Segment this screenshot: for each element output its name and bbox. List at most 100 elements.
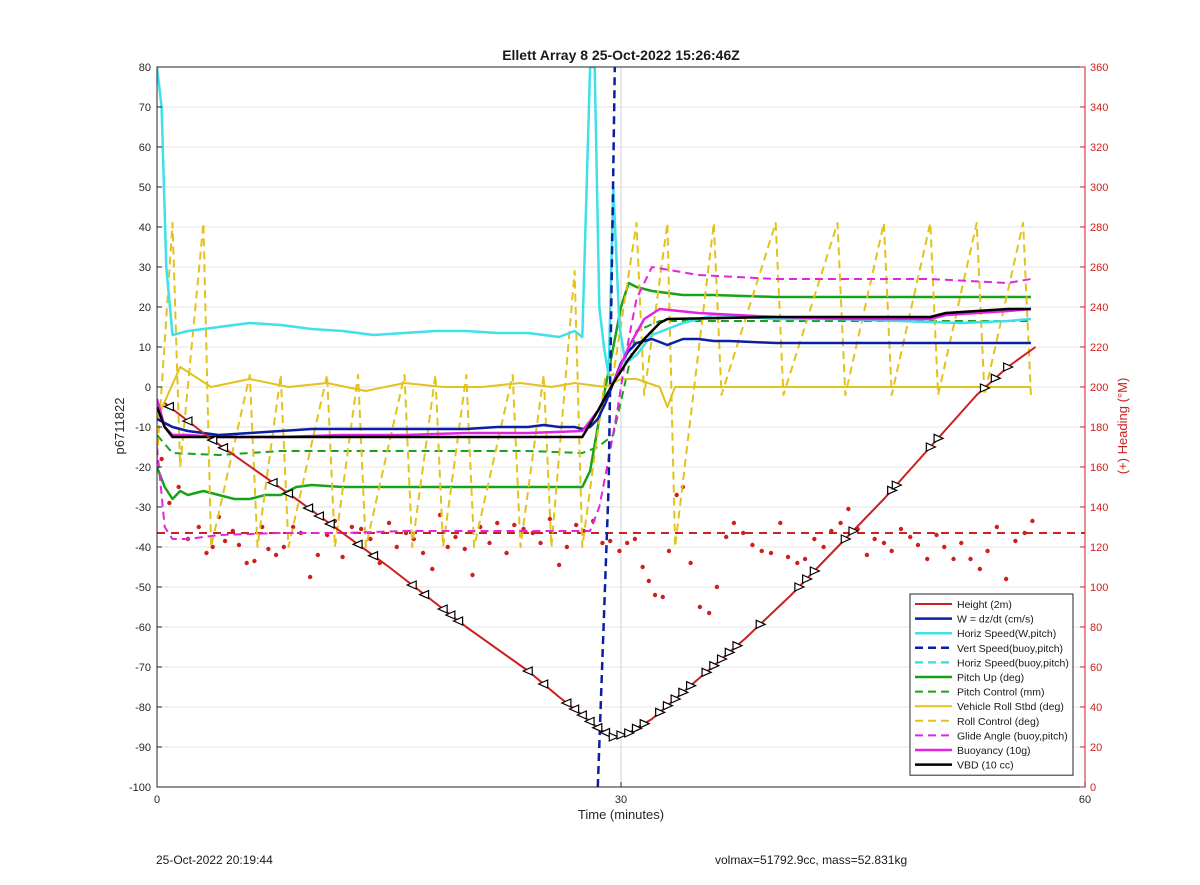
heading-point xyxy=(688,560,693,566)
y-tick-label: -40 xyxy=(135,542,151,554)
y2-tick-label: 60 xyxy=(1090,662,1102,674)
heading-point xyxy=(176,484,181,490)
heading-point xyxy=(504,550,509,556)
series-line-11 xyxy=(157,307,1031,439)
heading-point xyxy=(512,522,517,528)
heading-point xyxy=(846,506,851,512)
heading-point xyxy=(740,530,746,536)
y-tick-label: 10 xyxy=(139,342,151,354)
heading-point xyxy=(273,552,279,558)
height-marker xyxy=(302,503,314,513)
y2-tick-label: 220 xyxy=(1090,342,1108,354)
height-marker xyxy=(840,534,852,544)
x-tick-label: 30 xyxy=(615,794,627,806)
y2-tick-label: 20 xyxy=(1090,742,1102,754)
series-line-7 xyxy=(157,366,1031,420)
heading-point xyxy=(470,572,475,578)
height-marker xyxy=(583,716,595,727)
height-marker xyxy=(732,640,744,651)
series-line-9 xyxy=(157,266,1032,540)
legend-entry: Roll Control (deg) xyxy=(957,716,1039,728)
heading-point xyxy=(723,534,729,540)
heading-point xyxy=(977,566,983,572)
heading-point xyxy=(942,544,947,550)
heading-point xyxy=(462,546,467,552)
heading-point xyxy=(430,566,435,572)
heading-point xyxy=(600,540,605,546)
legend-box xyxy=(909,593,1074,776)
height-marker xyxy=(418,589,430,600)
heading-point xyxy=(1022,530,1027,536)
heading-point xyxy=(652,592,658,598)
height-marker xyxy=(794,582,806,592)
heading-point xyxy=(244,560,249,566)
y2-tick-label: 320 xyxy=(1090,142,1108,154)
heading-point xyxy=(420,550,426,556)
heading-point xyxy=(881,540,887,546)
heading-point xyxy=(750,542,755,548)
heading-point xyxy=(538,540,543,546)
heading-point xyxy=(210,544,215,550)
height-marker xyxy=(701,667,713,678)
heading-point xyxy=(968,556,973,562)
height-marker xyxy=(709,660,721,671)
heading-point xyxy=(1030,518,1035,524)
y-tick-label: -30 xyxy=(135,502,151,514)
heading-point xyxy=(1013,538,1018,544)
height-marker xyxy=(367,550,379,561)
series-line-1 xyxy=(157,337,1031,437)
heading-point xyxy=(487,540,492,546)
heading-point xyxy=(640,564,645,570)
heading-point xyxy=(714,584,720,590)
heading-point xyxy=(281,544,287,550)
heading-point xyxy=(674,492,679,498)
legend-entry: Pitch Up (deg) xyxy=(957,672,1024,684)
y2-tick-label: 360 xyxy=(1090,62,1108,74)
x-axis-label: Time (minutes) xyxy=(578,807,664,822)
heading-point xyxy=(951,556,956,562)
heading-point xyxy=(812,536,817,542)
height-marker xyxy=(608,732,620,742)
heading-point xyxy=(386,520,392,526)
heading-point xyxy=(889,548,894,554)
y-tick-label: -50 xyxy=(135,582,151,594)
axes: -100-90-80-70-60-50-40-30-20-10010203040… xyxy=(129,62,1108,806)
heading-point xyxy=(204,550,209,556)
heading-point xyxy=(802,556,808,562)
heading-point xyxy=(731,520,737,526)
series-line-8 xyxy=(157,222,1032,548)
y-tick-label: -10 xyxy=(135,422,151,434)
legend-entry: Vert Speed(buoy,pitch) xyxy=(957,643,1063,655)
heading-point xyxy=(915,542,921,548)
heading-point xyxy=(821,544,826,550)
height-marker xyxy=(217,442,229,453)
height-marker xyxy=(568,704,580,714)
heading-point xyxy=(607,538,613,544)
plot-content xyxy=(157,67,1085,787)
heading-point xyxy=(795,560,800,566)
y2-tick-label: 200 xyxy=(1090,382,1108,394)
y-axis-label: p6711822 xyxy=(112,398,127,455)
height-marker xyxy=(323,519,335,529)
y2-tick-label: 40 xyxy=(1090,702,1102,714)
heading-point xyxy=(236,542,242,548)
heading-point xyxy=(666,548,672,554)
heading-point xyxy=(778,520,783,526)
heading-point xyxy=(358,526,364,532)
y2-tick-label: 340 xyxy=(1090,102,1108,114)
y-tick-label: 0 xyxy=(145,382,151,394)
heading-point xyxy=(394,544,399,550)
y2-tick-label: 100 xyxy=(1090,582,1108,594)
legend-entry: Glide Angle (buoy,pitch) xyxy=(957,730,1068,742)
heading-point xyxy=(985,548,990,554)
height-marker xyxy=(848,526,860,536)
y-tick-label: -80 xyxy=(135,702,151,714)
y2-tick-label: 80 xyxy=(1090,622,1102,634)
height-marker xyxy=(655,707,667,718)
height-marker xyxy=(639,718,651,729)
height-marker xyxy=(616,730,628,740)
heading-point xyxy=(838,520,843,526)
height-marker xyxy=(444,610,456,620)
heading-point xyxy=(495,520,500,526)
